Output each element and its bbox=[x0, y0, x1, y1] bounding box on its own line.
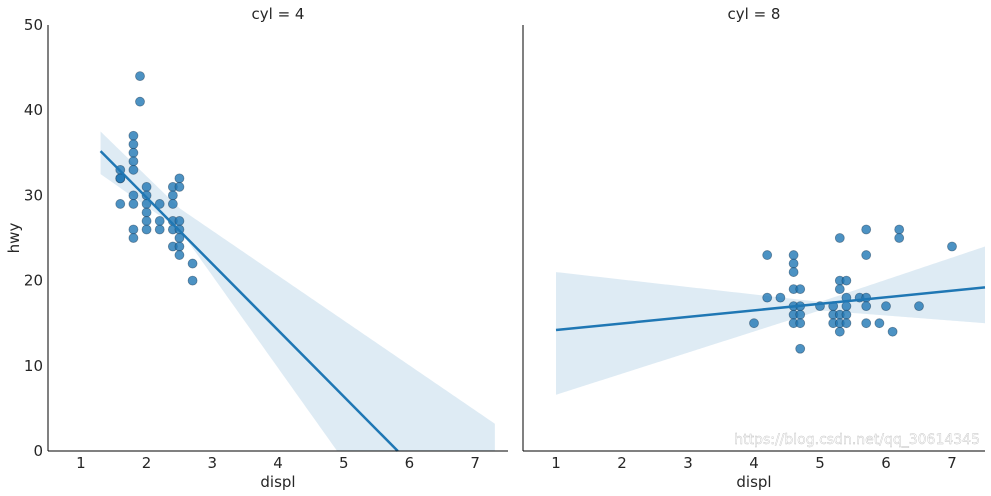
data-point bbox=[128, 147, 139, 158]
data-point bbox=[762, 292, 773, 303]
regression-line bbox=[99, 150, 399, 452]
data-point bbox=[128, 139, 139, 150]
data-point bbox=[128, 156, 139, 167]
data-point bbox=[775, 292, 786, 303]
data-point bbox=[141, 216, 152, 226]
x-tick-label: 1 bbox=[551, 454, 561, 472]
data-point bbox=[795, 309, 806, 320]
x-tick-label: 3 bbox=[683, 454, 693, 472]
data-point bbox=[762, 250, 773, 260]
y-tick-label: 50 bbox=[24, 16, 43, 34]
data-point bbox=[788, 267, 799, 277]
plot-area bbox=[555, 224, 986, 395]
data-point bbox=[174, 173, 185, 184]
data-point bbox=[841, 309, 852, 320]
data-point bbox=[834, 326, 845, 337]
y-tick-label: 10 bbox=[24, 357, 43, 375]
data-point bbox=[174, 250, 185, 260]
data-point bbox=[749, 318, 759, 329]
data-point bbox=[174, 241, 185, 252]
data-point bbox=[795, 343, 806, 354]
x-tick-label: 7 bbox=[947, 454, 957, 472]
data-point bbox=[187, 275, 198, 286]
x-tick-label: 7 bbox=[470, 454, 480, 472]
y-axis-label: hwy bbox=[5, 223, 23, 254]
data-point bbox=[788, 258, 799, 269]
data-point bbox=[861, 292, 872, 303]
data-point bbox=[135, 96, 145, 107]
y-tick-label: 40 bbox=[24, 101, 43, 119]
facet-title: cyl = 8 bbox=[728, 5, 781, 23]
data-point bbox=[141, 181, 152, 192]
x-tick-label: 2 bbox=[142, 454, 152, 472]
data-point bbox=[874, 318, 885, 329]
x-tick-label: 5 bbox=[339, 454, 349, 472]
x-axis-label: displ bbox=[736, 473, 771, 491]
facet-title: cyl = 4 bbox=[252, 5, 305, 23]
data-point bbox=[947, 241, 957, 252]
data-point bbox=[881, 301, 891, 312]
data-point bbox=[167, 199, 178, 209]
data-point bbox=[141, 207, 152, 218]
y-tick-label: 0 bbox=[33, 442, 43, 460]
data-point bbox=[174, 181, 185, 192]
x-tick-label: 1 bbox=[76, 454, 86, 472]
facet-cyl-8: 1 2 3 4 5 6 7 cyl = 8 displ bbox=[522, 5, 986, 491]
data-point bbox=[141, 224, 152, 235]
data-point bbox=[128, 190, 139, 201]
data-point bbox=[788, 250, 799, 260]
data-point bbox=[154, 199, 165, 209]
data-point bbox=[834, 284, 845, 295]
data-point bbox=[861, 301, 872, 312]
data-point bbox=[128, 164, 139, 175]
y-tick-label: 20 bbox=[24, 272, 43, 290]
data-point bbox=[861, 250, 872, 260]
data-point bbox=[841, 275, 852, 286]
watermark: https://blog.csdn.net/qq_30614345 bbox=[734, 432, 980, 448]
data-point bbox=[174, 216, 185, 226]
data-point bbox=[128, 233, 139, 243]
data-point bbox=[795, 284, 806, 295]
data-point bbox=[841, 301, 852, 312]
data-point bbox=[841, 318, 852, 329]
x-tick-label: 6 bbox=[881, 454, 891, 472]
y-tick-label: 30 bbox=[24, 186, 43, 204]
data-point bbox=[135, 71, 145, 82]
data-point bbox=[154, 216, 165, 226]
data-point bbox=[834, 233, 845, 243]
data-point bbox=[154, 224, 165, 235]
data-point bbox=[861, 224, 872, 235]
x-tick-label: 6 bbox=[405, 454, 415, 472]
data-point bbox=[187, 258, 198, 269]
regression-line bbox=[555, 286, 986, 332]
x-tick-label: 2 bbox=[617, 454, 627, 472]
data-point bbox=[861, 318, 872, 329]
data-point bbox=[115, 173, 126, 184]
data-point bbox=[795, 318, 806, 329]
x-tick-label: 3 bbox=[208, 454, 218, 472]
data-point bbox=[128, 199, 139, 209]
data-point bbox=[115, 199, 126, 209]
x-axis-label: displ bbox=[260, 473, 295, 491]
facet-cyl-4: 1 2 3 4 5 6 7 0 10 20 30 40 50 cyl = 4 displ hwy bbox=[5, 5, 508, 491]
data-point bbox=[894, 224, 905, 235]
confidence-band bbox=[100, 131, 495, 451]
data-point bbox=[167, 190, 178, 201]
data-point bbox=[128, 224, 139, 235]
confidence-band bbox=[556, 246, 985, 395]
x-tick-label: 4 bbox=[749, 454, 759, 472]
plot-area bbox=[99, 71, 495, 452]
data-point bbox=[887, 326, 898, 337]
x-tick-label: 4 bbox=[273, 454, 283, 472]
data-point bbox=[914, 301, 924, 312]
data-point bbox=[128, 130, 139, 141]
data-point bbox=[894, 233, 905, 243]
x-tick-label: 5 bbox=[815, 454, 825, 472]
